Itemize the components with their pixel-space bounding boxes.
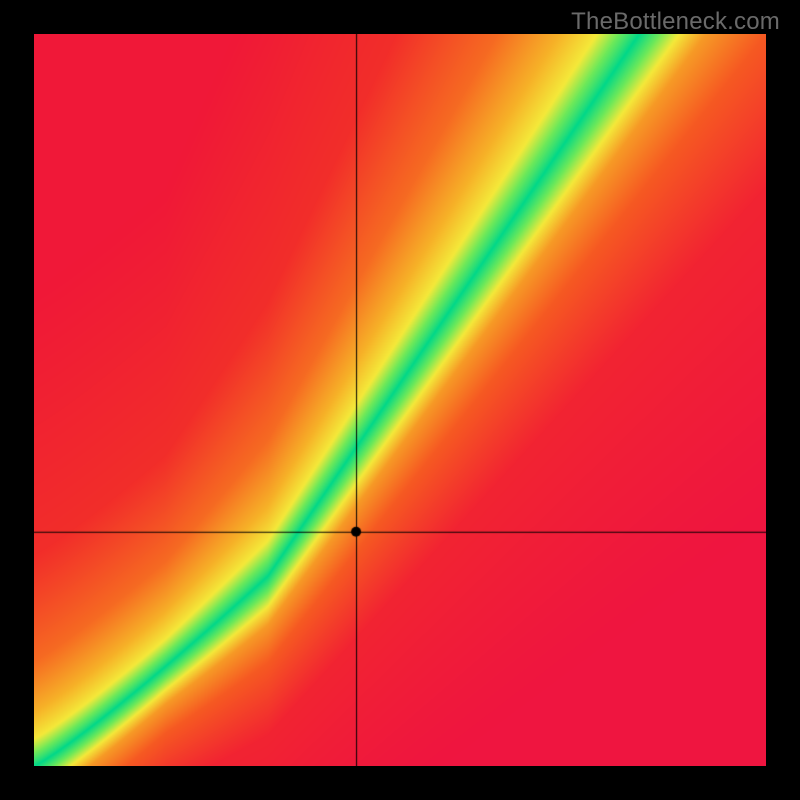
bottleneck-heatmap [34, 34, 766, 766]
chart-container: TheBottleneck.com [0, 0, 800, 800]
watermark-text: TheBottleneck.com [571, 8, 780, 36]
